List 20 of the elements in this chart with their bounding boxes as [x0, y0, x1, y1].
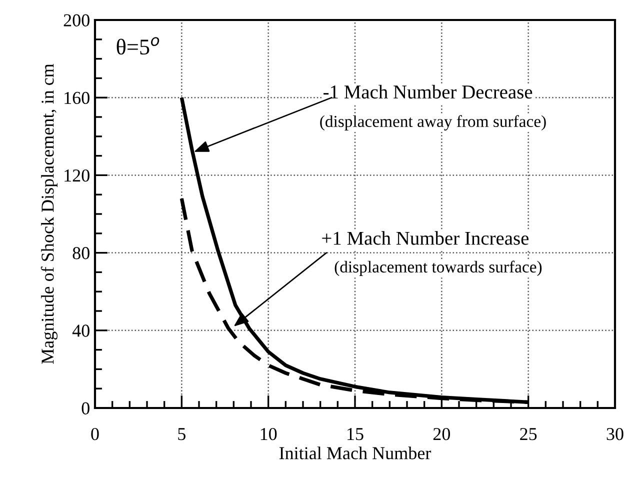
y-tick-label: 160: [64, 92, 90, 104]
y-tick-label: 200: [64, 14, 90, 26]
y-axis-title: Magnitude of Shock Displacement, in cm: [40, 64, 58, 364]
annotation: (displacement towards surface): [334, 260, 542, 276]
x-tick-label: 15: [348, 428, 364, 440]
annotation: θ=5$^{o}$: [116, 37, 160, 55]
x-tick-label: 5: [178, 428, 186, 440]
x-tick-label: 30: [606, 428, 624, 440]
x-tick-label: 0: [91, 428, 99, 440]
annotation: -1 Mach Number Decrease: [324, 84, 532, 99]
x-tick-label: 20: [433, 428, 450, 440]
y-tick-label: 80: [72, 247, 90, 260]
x-axis-title: Initial Mach Number: [279, 446, 432, 460]
y-tick-label: 0: [82, 402, 90, 414]
x-tick-label: 10: [260, 428, 277, 440]
annotation: +1 Mach Number Increase: [322, 231, 529, 245]
y-tick-label: 120: [64, 169, 90, 182]
x-tick-label: 25: [520, 428, 537, 440]
y-tick-label: 40: [72, 324, 90, 337]
annotation: (displacement away from surface): [320, 115, 546, 130]
